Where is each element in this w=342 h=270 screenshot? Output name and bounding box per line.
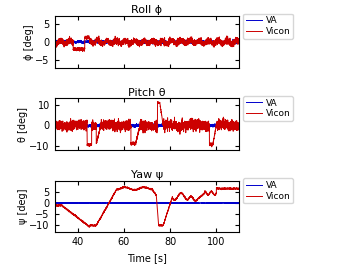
VA [74, 41, 78, 44]
Vicon [214, 125, 218, 128]
Vicon [237, 187, 241, 191]
VA [53, 125, 57, 128]
Vicon [53, 204, 57, 207]
Vicon [85, 38, 89, 41]
Vicon [210, 145, 214, 149]
Vicon [132, 188, 136, 191]
Title: Roll ϕ: Roll ϕ [131, 5, 163, 15]
VA [237, 123, 241, 127]
Vicon [123, 120, 128, 123]
Vicon [74, 120, 78, 123]
Line: VA: VA [55, 39, 239, 44]
VA [123, 125, 128, 128]
Y-axis label: θ [deg]: θ [deg] [18, 107, 28, 142]
VA [234, 40, 238, 43]
Vicon [74, 214, 78, 217]
Vicon [156, 100, 160, 103]
Line: Vicon: Vicon [55, 187, 239, 227]
Vicon [141, 185, 145, 188]
Vicon [234, 39, 238, 42]
Line: Vicon: Vicon [55, 36, 239, 51]
VA [85, 124, 89, 127]
VA [132, 123, 136, 126]
Vicon [234, 187, 238, 190]
X-axis label: Time [s]: Time [s] [127, 253, 167, 263]
Vicon [237, 122, 241, 125]
Vicon [123, 39, 128, 42]
VA [123, 126, 127, 129]
Vicon [53, 121, 57, 124]
VA [237, 201, 241, 205]
Vicon [74, 48, 78, 52]
VA [107, 121, 111, 124]
VA [214, 201, 218, 205]
VA [234, 201, 238, 205]
VA [131, 40, 135, 43]
VA [123, 40, 128, 43]
VA [97, 201, 101, 204]
VA [231, 38, 235, 41]
Vicon [237, 43, 241, 46]
Vicon [87, 34, 91, 37]
VA [123, 201, 128, 204]
Vicon [85, 223, 89, 226]
VA [174, 42, 178, 46]
Vicon [87, 225, 91, 229]
VA [74, 202, 78, 205]
VA [85, 41, 89, 44]
Vicon [53, 44, 57, 47]
Y-axis label: ψ [deg]: ψ [deg] [18, 189, 28, 224]
Title: Yaw ψ: Yaw ψ [131, 170, 163, 180]
Vicon [81, 50, 85, 53]
VA [234, 124, 238, 127]
VA [53, 40, 57, 43]
VA [74, 123, 78, 126]
Legend: VA, Vicon: VA, Vicon [243, 178, 293, 203]
Legend: VA, Vicon: VA, Vicon [243, 96, 293, 121]
Line: Vicon: Vicon [55, 102, 239, 147]
VA [53, 201, 57, 205]
Vicon [234, 124, 238, 127]
Vicon [85, 121, 89, 124]
Vicon [214, 192, 218, 195]
Line: VA: VA [55, 122, 239, 128]
VA [214, 40, 218, 43]
VA [216, 202, 220, 205]
VA [85, 201, 89, 205]
VA [132, 201, 136, 205]
Vicon [131, 143, 135, 146]
VA [214, 123, 218, 126]
Vicon [123, 185, 128, 189]
Vicon [132, 38, 136, 41]
Y-axis label: ϕ [deg]: ϕ [deg] [24, 24, 34, 60]
Vicon [214, 40, 218, 43]
Title: Pitch θ: Pitch θ [128, 88, 166, 98]
Legend: VA, Vicon: VA, Vicon [243, 14, 293, 39]
VA [237, 40, 241, 44]
